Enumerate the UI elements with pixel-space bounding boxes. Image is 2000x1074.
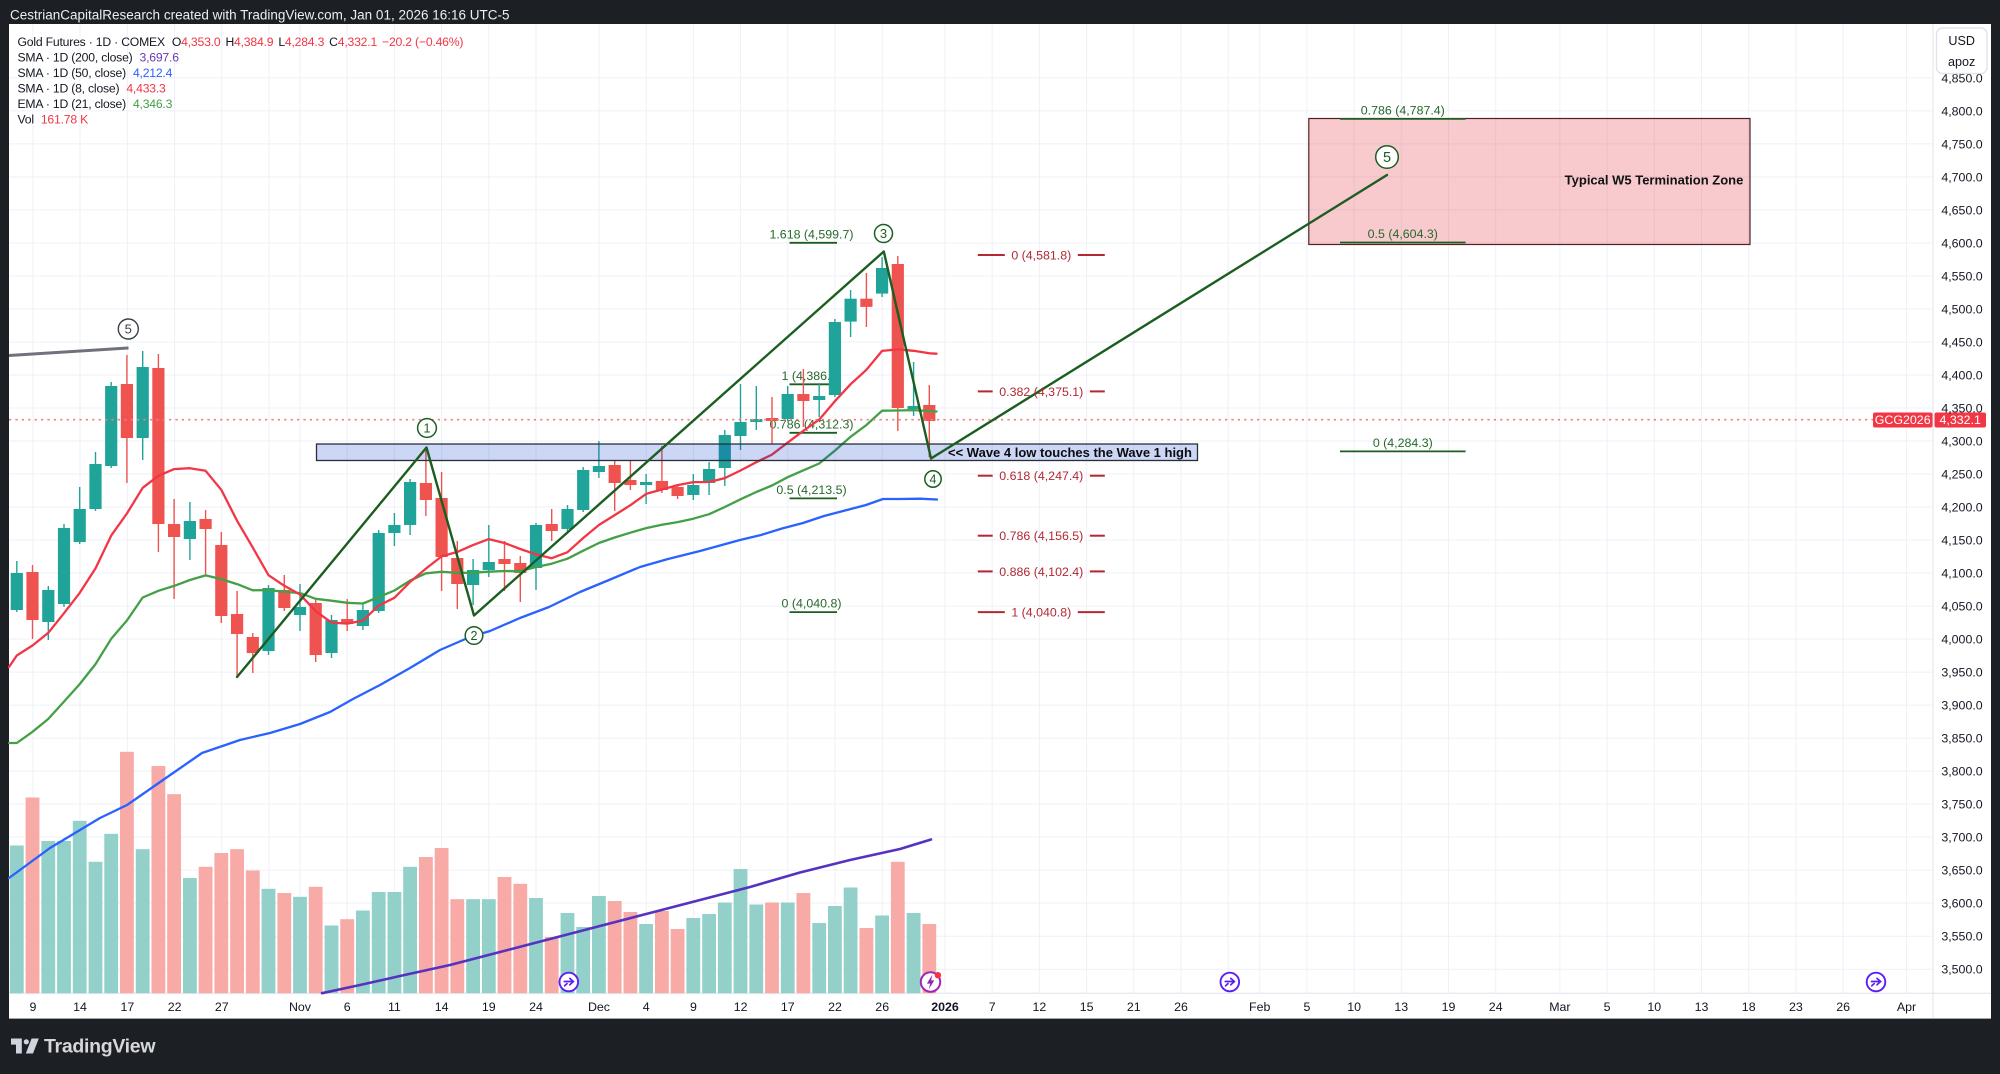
svg-text:3,700.0: 3,700.0 — [1941, 831, 1982, 845]
svg-text:4,550.0: 4,550.0 — [1941, 269, 1982, 283]
svg-text:4,000.0: 4,000.0 — [1941, 633, 1982, 647]
svg-text:0 (4,284.3): 0 (4,284.3) — [1373, 436, 1433, 450]
svg-text:Typical W5 Termination Zone: Typical W5 Termination Zone — [1565, 173, 1744, 188]
svg-text:6: 6 — [344, 1000, 351, 1014]
svg-text:0 (4,040.8): 0 (4,040.8) — [782, 597, 842, 611]
svg-text:12: 12 — [734, 1000, 748, 1014]
svg-text:Dec: Dec — [588, 1000, 610, 1014]
svg-text:EMA · 1D (21, close)4,346.3: EMA · 1D (21, close) 4,346.3 — [18, 97, 173, 111]
svg-text:4,450.0: 4,450.0 — [1941, 335, 1982, 349]
svg-text:4,100.0: 4,100.0 — [1941, 566, 1982, 580]
svg-text:4,800.0: 4,800.0 — [1941, 104, 1982, 118]
svg-text:Nov: Nov — [289, 1000, 312, 1014]
svg-text:11: 11 — [388, 1000, 401, 1014]
svg-text:18: 18 — [1742, 1000, 1756, 1014]
svg-text:3,500.0: 3,500.0 — [1941, 963, 1982, 977]
svg-text:0.886 (4,102.4): 0.886 (4,102.4) — [999, 565, 1083, 579]
svg-text:1 (4,386.2): 1 (4,386.2) — [782, 369, 842, 383]
svg-text:13: 13 — [1394, 1000, 1408, 1014]
svg-text:3,800.0: 3,800.0 — [1941, 765, 1982, 779]
svg-text:17: 17 — [781, 1000, 795, 1014]
svg-text:4,200.0: 4,200.0 — [1941, 500, 1982, 514]
svg-text:0.618 (4,247.4): 0.618 (4,247.4) — [999, 469, 1083, 483]
svg-text:19: 19 — [482, 1000, 496, 1014]
svg-text:4,750.0: 4,750.0 — [1941, 137, 1982, 151]
svg-text:3,850.0: 3,850.0 — [1941, 732, 1982, 746]
svg-text:0.382 (4,375.1): 0.382 (4,375.1) — [999, 385, 1083, 399]
svg-text:3,650.0: 3,650.0 — [1941, 864, 1982, 878]
svg-text:4,350.0: 4,350.0 — [1941, 401, 1982, 415]
svg-text:12: 12 — [1033, 1000, 1047, 1014]
svg-text:3,950.0: 3,950.0 — [1941, 666, 1982, 680]
svg-text:0.786 (4,156.5): 0.786 (4,156.5) — [999, 529, 1083, 543]
svg-text:0.5 (4,213.5): 0.5 (4,213.5) — [776, 483, 846, 497]
svg-text:CestrianCapitalResearch create: CestrianCapitalResearch created with Tra… — [10, 8, 510, 23]
svg-text:Apr: Apr — [1897, 1000, 1916, 1014]
svg-text:22: 22 — [828, 1000, 842, 1014]
svg-text:TradingView: TradingView — [44, 1036, 156, 1058]
svg-text:SMA · 1D (50, close)4,212.4: SMA · 1D (50, close) 4,212.4 — [18, 66, 173, 80]
svg-text:0 (4,581.8): 0 (4,581.8) — [1011, 248, 1071, 262]
svg-text:14: 14 — [435, 1000, 449, 1014]
svg-text:4: 4 — [930, 473, 937, 487]
svg-text:10: 10 — [1347, 1000, 1361, 1014]
svg-text:5: 5 — [125, 322, 132, 337]
svg-text:3,600.0: 3,600.0 — [1941, 897, 1982, 911]
svg-text:15: 15 — [1080, 1000, 1094, 1014]
svg-text:21: 21 — [1127, 1000, 1141, 1014]
svg-text:13: 13 — [1695, 1000, 1709, 1014]
svg-text:4,650.0: 4,650.0 — [1941, 203, 1982, 217]
svg-text:4,700.0: 4,700.0 — [1941, 170, 1982, 184]
svg-text:3: 3 — [880, 226, 887, 241]
svg-text:9: 9 — [30, 1000, 37, 1014]
svg-text:2: 2 — [471, 629, 478, 643]
svg-text:3,750.0: 3,750.0 — [1941, 798, 1982, 812]
svg-text:SMA · 1D (200, close)3,697.6: SMA · 1D (200, close) 3,697.6 — [18, 51, 180, 65]
svg-text:27: 27 — [215, 1000, 229, 1014]
svg-text:4,150.0: 4,150.0 — [1941, 533, 1982, 547]
svg-text:4: 4 — [643, 1000, 650, 1014]
svg-text:4,600.0: 4,600.0 — [1941, 236, 1982, 250]
svg-text:2026: 2026 — [931, 1000, 959, 1014]
svg-text:1.618 (4,599.7): 1.618 (4,599.7) — [769, 227, 853, 241]
svg-text:14: 14 — [73, 1000, 87, 1014]
svg-text:4,400.0: 4,400.0 — [1941, 368, 1982, 382]
svg-text:4,332.1: 4,332.1 — [1940, 413, 1981, 427]
svg-text:19: 19 — [1442, 1000, 1456, 1014]
svg-text:3,900.0: 3,900.0 — [1941, 699, 1982, 713]
svg-text:4,500.0: 4,500.0 — [1941, 302, 1982, 316]
svg-text:SMA · 1D (8, close)4,433.3: SMA · 1D (8, close) 4,433.3 — [18, 82, 167, 96]
svg-text:24: 24 — [1489, 1000, 1503, 1014]
svg-text:7: 7 — [989, 1000, 996, 1014]
svg-text:<< Wave 4 low touches the Wave: << Wave 4 low touches the Wave 1 high — [948, 445, 1192, 460]
svg-text:Feb: Feb — [1249, 1000, 1270, 1014]
svg-text:23: 23 — [1789, 1000, 1803, 1014]
svg-text:3,550.0: 3,550.0 — [1941, 930, 1982, 944]
svg-text:Mar: Mar — [1549, 1000, 1570, 1014]
svg-text:26: 26 — [1174, 1000, 1188, 1014]
svg-text:24: 24 — [529, 1000, 543, 1014]
svg-text:9: 9 — [690, 1000, 697, 1014]
svg-text:26: 26 — [1836, 1000, 1850, 1014]
svg-text:17: 17 — [121, 1000, 135, 1014]
svg-text:GCG2026: GCG2026 — [1875, 413, 1931, 427]
svg-text:4,250.0: 4,250.0 — [1941, 467, 1982, 481]
svg-text:5: 5 — [1383, 150, 1391, 166]
svg-text:10: 10 — [1647, 1000, 1661, 1014]
svg-text:4,050.0: 4,050.0 — [1941, 600, 1982, 614]
svg-text:26: 26 — [875, 1000, 889, 1014]
svg-text:22: 22 — [168, 1000, 182, 1014]
svg-text:0.786 (4,787.4): 0.786 (4,787.4) — [1361, 103, 1445, 117]
svg-text:0.5 (4,604.3): 0.5 (4,604.3) — [1368, 227, 1438, 241]
svg-text:USD: USD — [1948, 34, 1975, 48]
svg-text:1: 1 — [424, 422, 431, 436]
svg-text:apoz: apoz — [1948, 55, 1975, 69]
svg-text:4,300.0: 4,300.0 — [1941, 434, 1982, 448]
svg-text:5: 5 — [1604, 1000, 1611, 1014]
svg-text:4,850.0: 4,850.0 — [1941, 71, 1982, 85]
svg-text:5: 5 — [1303, 1000, 1310, 1014]
svg-text:1 (4,040.8): 1 (4,040.8) — [1011, 606, 1071, 620]
